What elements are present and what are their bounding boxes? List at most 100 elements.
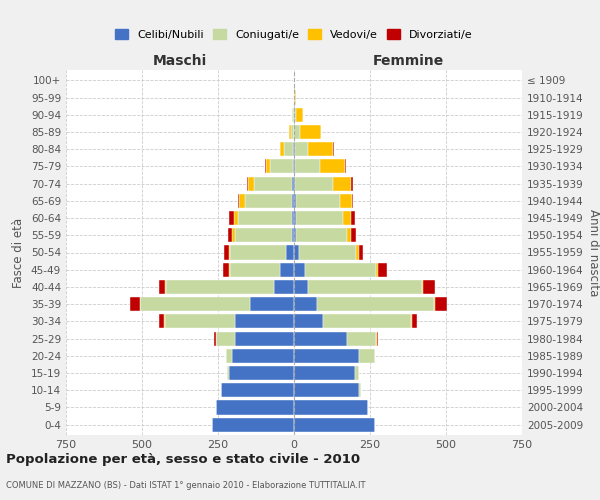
Bar [377,262,387,277]
Bar [164,314,165,328]
Bar [165,314,235,328]
Bar [294,332,347,345]
Bar [294,314,323,328]
Bar [340,194,352,208]
Bar [239,194,245,208]
Bar [245,194,292,208]
Bar [235,314,294,328]
Bar [343,211,350,225]
Bar [294,194,296,208]
Bar [294,160,295,173]
Bar [323,314,411,328]
Bar [351,176,353,190]
Bar [294,246,299,260]
Bar [356,246,359,260]
Bar [412,314,416,328]
Bar [166,280,274,294]
Bar [350,211,355,225]
Bar [333,176,351,190]
Text: COMUNE DI MAZZANO (BS) - Dati ISTAT 1° gennaio 2010 - Elaborazione TUTTITALIA.IT: COMUNE DI MAZZANO (BS) - Dati ISTAT 1° g… [6,480,365,490]
Bar [217,400,294,414]
Bar [294,211,296,225]
Bar [292,228,294,242]
Bar [292,108,294,122]
Bar [292,211,294,225]
Bar [294,108,296,122]
Bar [274,280,294,294]
Bar [299,246,356,260]
Bar [345,160,346,173]
Bar [422,280,423,294]
Bar [294,176,295,190]
Text: Popolazione per età, sesso e stato civile - 2010: Popolazione per età, sesso e stato civil… [6,452,360,466]
Bar [292,176,294,190]
Legend: Celibi/Nubili, Coniugati/e, Vedovi/e, Divorziati/e: Celibi/Nubili, Coniugati/e, Vedovi/e, Di… [111,24,477,44]
Text: Maschi: Maschi [153,54,207,68]
Bar [294,400,368,414]
Bar [284,142,293,156]
Bar [292,194,294,208]
Bar [235,228,292,242]
Text: Femmine: Femmine [373,54,443,68]
Bar [294,297,317,311]
Bar [160,314,164,328]
Bar [254,176,292,190]
Bar [296,211,343,225]
Bar [140,297,250,311]
Bar [130,297,140,311]
Bar [294,348,359,363]
Bar [160,280,166,294]
Bar [435,297,447,311]
Bar [332,142,334,156]
Bar [230,246,286,260]
Bar [229,246,230,260]
Bar [347,228,351,242]
Bar [300,125,322,139]
Bar [377,332,378,345]
Bar [359,383,361,398]
Bar [320,160,345,173]
Y-axis label: Anni di nascita: Anni di nascita [587,209,600,296]
Bar [238,194,239,208]
Bar [217,332,235,345]
Bar [359,246,364,260]
Bar [294,383,359,398]
Bar [305,262,376,277]
Bar [280,262,294,277]
Bar [212,418,294,432]
Bar [296,108,303,122]
Bar [232,228,235,242]
Bar [308,142,332,156]
Bar [294,418,374,432]
Bar [265,160,266,173]
Bar [235,332,294,345]
Bar [376,332,377,345]
Bar [270,160,293,173]
Bar [291,125,294,139]
Bar [355,366,359,380]
Bar [224,246,229,260]
Bar [248,176,254,190]
Bar [229,366,294,380]
Bar [247,176,248,190]
Bar [234,211,238,225]
Bar [359,348,374,363]
Bar [296,228,347,242]
Bar [238,211,292,225]
Bar [232,348,294,363]
Bar [214,332,216,345]
Bar [216,332,217,345]
Bar [374,348,376,363]
Bar [295,160,320,173]
Bar [226,348,232,363]
Bar [423,280,436,294]
Bar [296,194,340,208]
Bar [434,297,435,311]
Bar [347,332,376,345]
Bar [286,246,294,260]
Bar [293,142,294,156]
Bar [294,125,300,139]
Bar [280,142,284,156]
Bar [294,142,295,156]
Bar [228,228,232,242]
